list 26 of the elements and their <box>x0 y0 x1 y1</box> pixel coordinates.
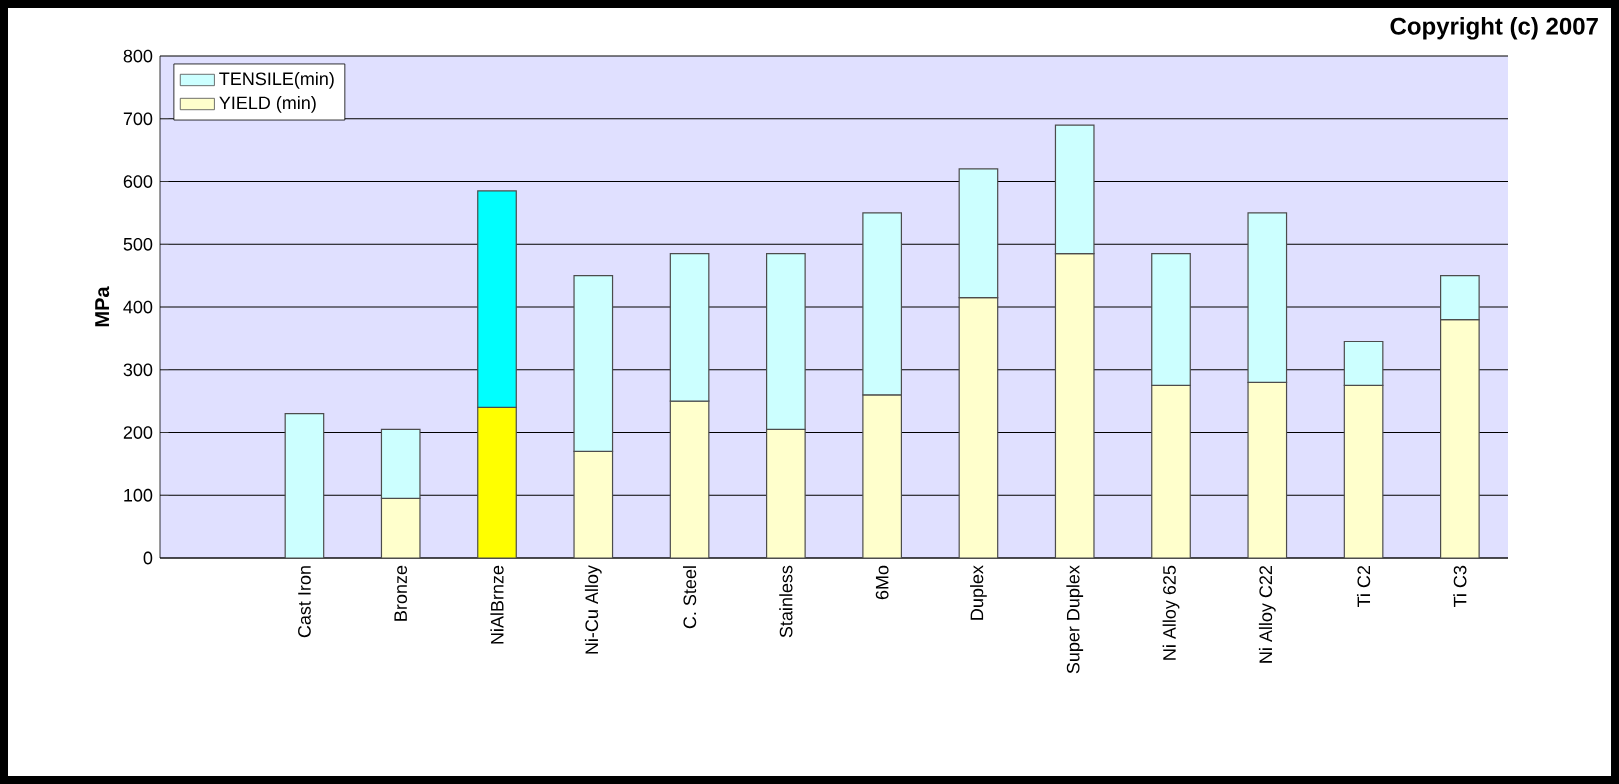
x-tick-label: Stainless <box>779 565 793 638</box>
y-tick-label: 400 <box>123 300 153 314</box>
y-axis-title: MPa <box>95 286 110 327</box>
x-tick-label: Ni Alloy 625 <box>1162 565 1180 660</box>
x-tick-label: Duplex <box>970 565 987 620</box>
legend-label: TENSILE(min) <box>219 71 334 89</box>
x-tick-label: Bronze <box>394 565 408 621</box>
text: Copyright (c) 2007 <box>1390 17 1598 40</box>
x-tick-label: 6Mo <box>875 565 889 600</box>
y-tick-label: 700 <box>123 112 153 126</box>
y-tick-label: 0 <box>143 551 153 565</box>
x-tick-label: C. Steel <box>682 566 697 629</box>
y-tick-label: 100 <box>124 488 153 502</box>
y-tick-label: 500 <box>123 237 153 251</box>
x-tick-label: Ti C3 <box>1453 565 1467 607</box>
x-tick-label: Ni-Cu Alloy <box>584 565 602 654</box>
x-tick-label: Ni Alloy C22 <box>1258 566 1276 663</box>
y-tick-label: 800 <box>123 49 153 63</box>
y-tick-label: 300 <box>123 363 153 377</box>
x-tick-label: Ti C2 <box>1356 566 1371 607</box>
y-tick-label: 600 <box>123 175 153 188</box>
x-tick-label: NiAlBrnze <box>490 565 504 644</box>
x-tick-label: Super Duplex <box>1066 565 1084 674</box>
y-tick-label: 200 <box>123 426 153 439</box>
legend-label: YIELD (min) <box>219 95 316 113</box>
x-tick-label: Cast Iron <box>298 566 311 638</box>
